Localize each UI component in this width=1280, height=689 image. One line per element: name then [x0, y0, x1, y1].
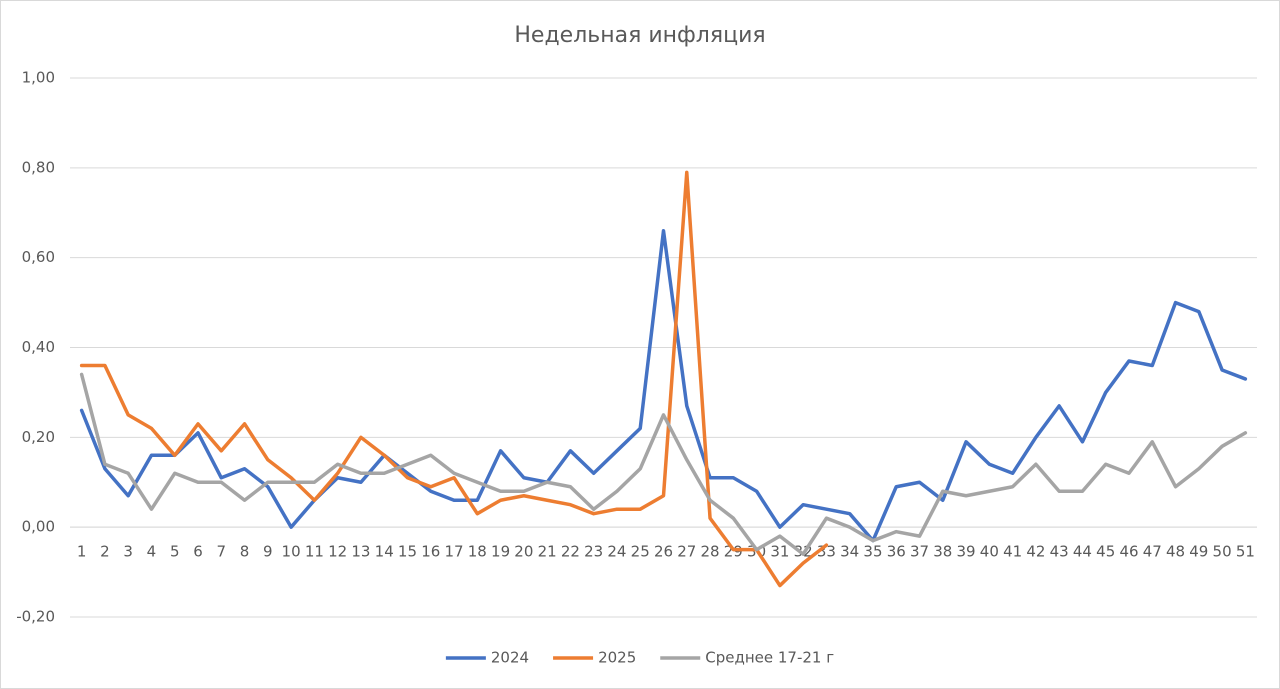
x-tick-label: 18: [468, 543, 487, 561]
x-tick-label: 21: [538, 543, 557, 561]
x-tick-label: 5: [170, 543, 180, 561]
x-tick-label: 40: [980, 543, 999, 561]
x-tick-label: 10: [282, 543, 301, 561]
x-tick-label: 26: [654, 543, 673, 561]
x-tick-label: 35: [863, 543, 882, 561]
x-tick-label: 51: [1236, 543, 1255, 561]
x-tick-label: 42: [1026, 543, 1045, 561]
y-tick-label: 0,80: [22, 158, 55, 176]
x-tick-label: 45: [1096, 543, 1115, 561]
x-tick-label: 44: [1073, 543, 1092, 561]
x-tick-label: 13: [351, 543, 370, 561]
x-tick-label: 38: [933, 543, 952, 561]
x-tick-label: 7: [217, 543, 227, 561]
y-tick-label: 0,20: [22, 428, 55, 446]
x-tick-label: 49: [1189, 543, 1208, 561]
y-tick-label: 1,00: [22, 69, 55, 87]
x-tick-label: 1: [77, 543, 87, 561]
x-tick-label: 28: [701, 543, 720, 561]
x-tick-label: 4: [147, 543, 157, 561]
x-tick-label: 9: [263, 543, 273, 561]
x-tick-label: 15: [398, 543, 417, 561]
x-tick-label: 27: [677, 543, 696, 561]
y-tick-label: 0,60: [22, 248, 55, 266]
x-tick-label: 34: [840, 543, 859, 561]
series-line: [79, 372, 1248, 556]
x-tick-label: 46: [1119, 543, 1138, 561]
x-tick-label: 6: [193, 543, 203, 561]
legend-label: 2025: [598, 649, 636, 667]
y-tick-label: -0,20: [16, 608, 55, 626]
x-tick-label: 17: [444, 543, 463, 561]
x-tick-label: 23: [584, 543, 603, 561]
x-tick-label: 37: [910, 543, 929, 561]
legend-label: Среднее 17-21 г: [705, 649, 834, 667]
x-tick-label: 3: [123, 543, 133, 561]
x-tick-label: 24: [607, 543, 626, 561]
x-tick-label: 20: [514, 543, 533, 561]
x-tick-label: 31: [770, 543, 789, 561]
x-tick-label: 12: [328, 543, 347, 561]
x-tick-label: 14: [375, 543, 394, 561]
y-tick-label: 0,00: [22, 518, 55, 536]
chart-title: Недельная инфляция: [514, 23, 765, 48]
x-tick-label: 48: [1166, 543, 1185, 561]
x-tick-label: 41: [1003, 543, 1022, 561]
x-tick-label: 16: [421, 543, 440, 561]
x-tick-label: 2: [100, 543, 110, 561]
series-line: [79, 228, 1248, 543]
x-tick-label: 8: [240, 543, 250, 561]
x-tick-label: 25: [631, 543, 650, 561]
x-tick-label: 36: [887, 543, 906, 561]
y-tick-label: 0,40: [22, 338, 55, 356]
x-tick-label: 50: [1213, 543, 1232, 561]
x-tick-label: 22: [561, 543, 580, 561]
x-tick-label: 19: [491, 543, 510, 561]
legend-label: 2024: [491, 649, 529, 667]
series-line: [79, 170, 829, 588]
x-tick-label: 47: [1143, 543, 1162, 561]
x-tick-label: 29: [724, 543, 743, 561]
x-tick-label: 11: [305, 543, 324, 561]
x-tick-label: 39: [957, 543, 976, 561]
x-tick-label: 43: [1050, 543, 1069, 561]
